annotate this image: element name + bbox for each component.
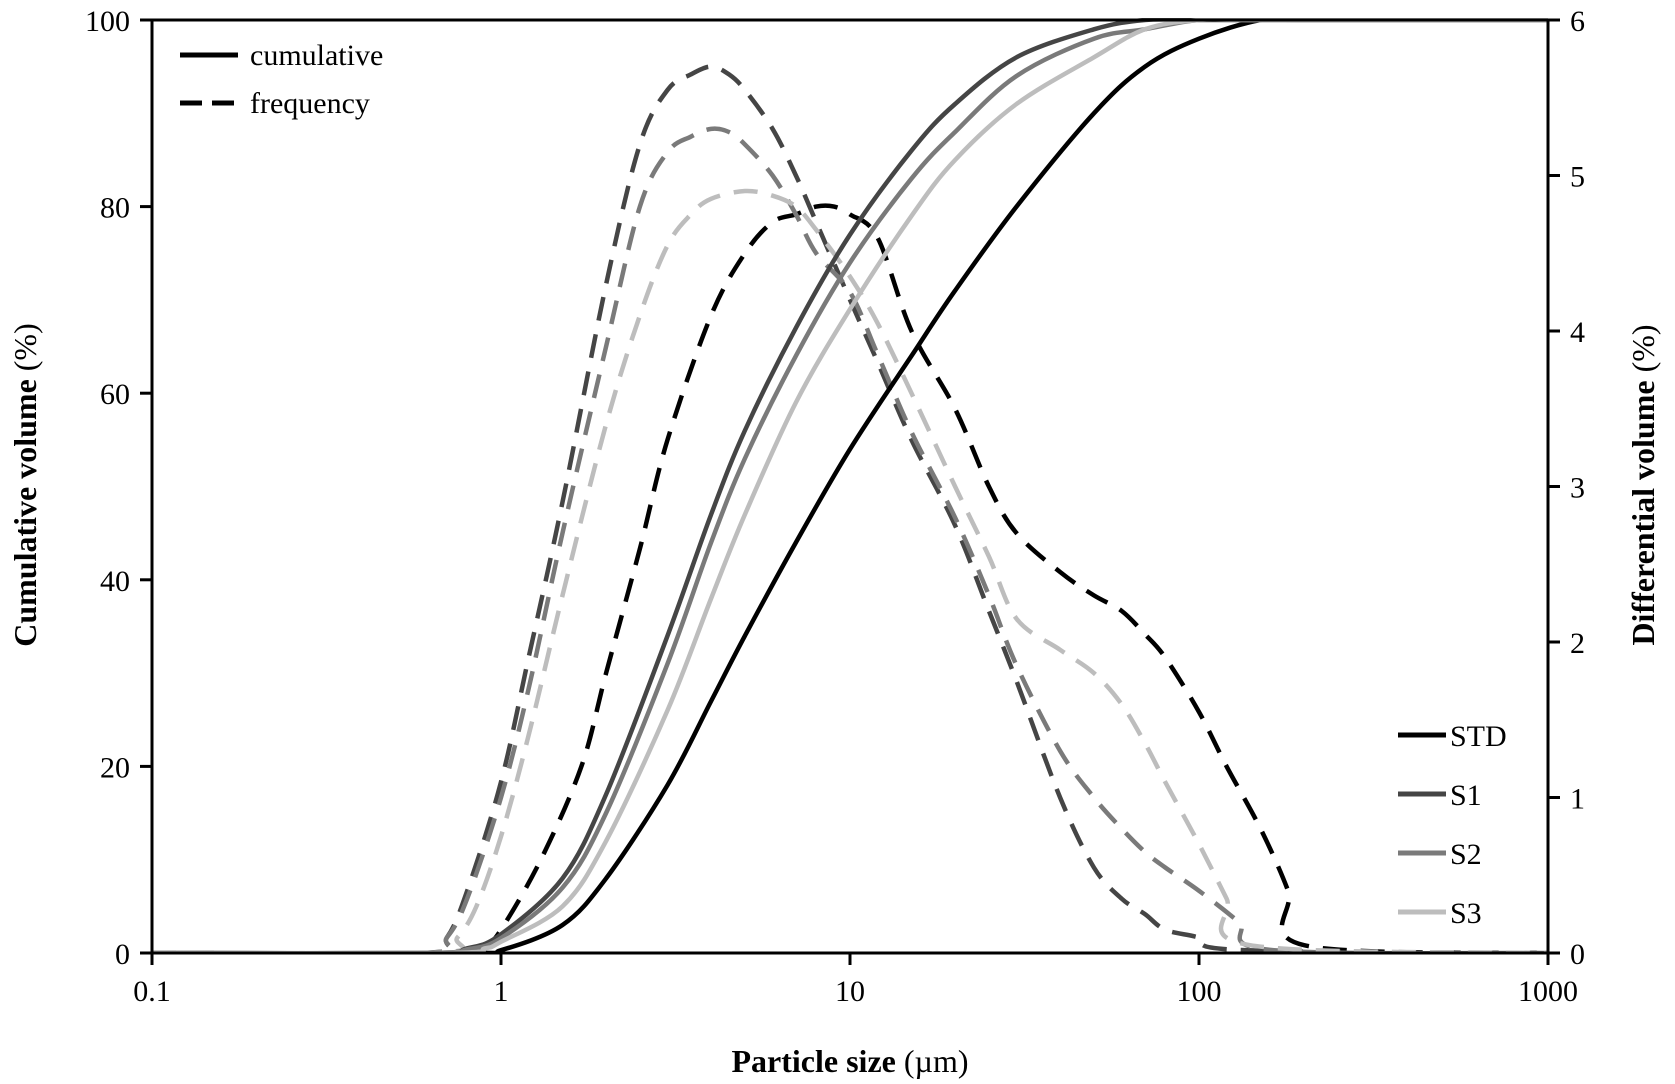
series-line-s3-frequency (152, 188, 1548, 953)
x-tick-label-3: 100 (1177, 975, 1222, 1008)
y-tick-label-4: 80 (100, 192, 130, 225)
y-axis-title: Cumulative volume (%) (7, 323, 43, 647)
y2-axis-title-text: Differential volume (1625, 380, 1661, 645)
series-line-std-frequency (152, 203, 1548, 953)
sample-legend-label-s1: S1 (1450, 779, 1482, 812)
series-lines (152, 18, 1548, 953)
series-line-s2-frequency (152, 126, 1548, 953)
series-line-s2-cumulative (152, 18, 1548, 953)
y-tick-label-1: 20 (100, 751, 130, 784)
y2-tick-label-1: 1 (1570, 783, 1585, 816)
y2-axis-title: Differential volume (%) (1625, 324, 1661, 645)
x-tick-label-4: 1000 (1518, 975, 1578, 1008)
y-tick-label-5: 100 (85, 5, 130, 38)
sample-legend-label-s3: S3 (1450, 897, 1482, 930)
y2-axis-title-unit: (%) (1625, 324, 1661, 372)
x-tick-label-0: 0.1 (133, 975, 171, 1008)
y2-tick-label-6: 6 (1570, 5, 1585, 38)
series-line-s3-cumulative (152, 18, 1548, 953)
y-tick-label-3: 60 (100, 378, 130, 411)
plot-frame (150, 18, 1550, 955)
sample-legend-label-std: STD (1450, 720, 1507, 753)
y2-tick-label-2: 2 (1570, 627, 1585, 660)
y-axis-title-text: Cumulative volume (7, 379, 43, 647)
y2-tick-label-0: 0 (1570, 938, 1585, 971)
y-tick-label-0: 0 (115, 938, 130, 971)
line-style-legend: cumulative frequency (180, 39, 383, 120)
sample-legend: STD S1 S2 S3 (1398, 720, 1507, 930)
y2-tick-label-4: 4 (1570, 316, 1585, 349)
series-line-s1-frequency (152, 64, 1548, 953)
y-axis-title-unit: (%) (7, 323, 43, 371)
style-legend-label-cumulative: cumulative (250, 39, 383, 72)
plot-area (152, 18, 1548, 953)
x-tick-label-2: 10 (835, 975, 865, 1008)
x-axis-title-text: Particle size (732, 1043, 896, 1079)
y-tick-label-2: 40 (100, 565, 130, 598)
x-axis-title: Particle size (µm) (732, 1043, 969, 1079)
style-legend-label-frequency: frequency (250, 87, 370, 120)
y2-tick-label-5: 5 (1570, 161, 1585, 194)
sample-legend-label-s2: S2 (1450, 838, 1482, 871)
x-axis-title-unit: (µm) (904, 1043, 969, 1079)
y2-tick-label-3: 3 (1570, 472, 1585, 505)
series-line-s1-cumulative (152, 18, 1548, 953)
series-line-std-cumulative (152, 18, 1548, 953)
x-tick-label-1: 1 (494, 975, 509, 1008)
